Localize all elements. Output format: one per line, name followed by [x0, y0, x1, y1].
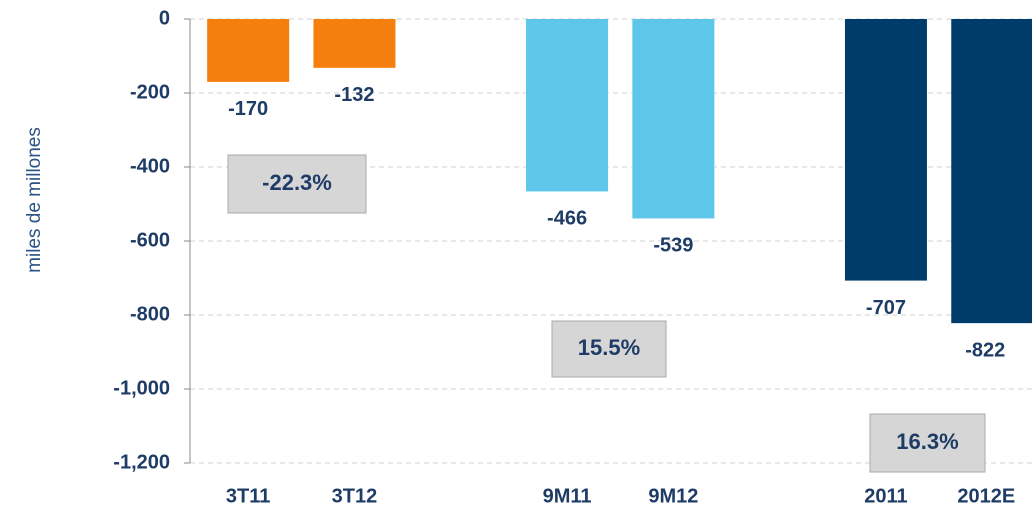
- bar: [951, 19, 1032, 324]
- bar: [207, 19, 290, 82]
- y-tick-label: -1,000: [113, 377, 170, 399]
- x-tick-label: 3T11: [226, 485, 270, 507]
- y-tick-label: 0: [159, 7, 170, 29]
- x-tick-label: 9M12: [648, 485, 698, 507]
- annotation-box: [869, 413, 986, 473]
- x-tick-label: 2011: [864, 485, 907, 507]
- annotation: 16.3%: [896, 429, 958, 454]
- value-label: -707: [866, 297, 906, 319]
- value-label: -822: [965, 339, 1005, 361]
- x-tick-label: 9M11: [543, 485, 592, 507]
- annotation-box: [551, 320, 667, 378]
- value-label: -132: [334, 84, 374, 106]
- x-tick-label: 3T12: [332, 485, 378, 507]
- x-tick-label: 2012E: [957, 485, 1015, 507]
- value-label: -170: [228, 98, 268, 120]
- bar: [844, 19, 927, 281]
- value-label: -466: [547, 208, 587, 230]
- annotation-box: [227, 154, 367, 214]
- y-tick-label: -400: [130, 155, 170, 177]
- y-tick-label: -800: [130, 303, 170, 325]
- y-tick-label: -1,200: [113, 451, 170, 473]
- annotation: 15.5%: [578, 335, 640, 360]
- y-axis-label: miles de millones: [24, 127, 45, 273]
- bar: [632, 19, 715, 219]
- y-tick-label: -600: [130, 229, 170, 251]
- y-tick-label: -200: [130, 81, 170, 103]
- annotation: -22.3%: [262, 170, 332, 195]
- bar: [313, 19, 396, 68]
- value-label: -539: [653, 235, 693, 257]
- bar: [526, 19, 609, 192]
